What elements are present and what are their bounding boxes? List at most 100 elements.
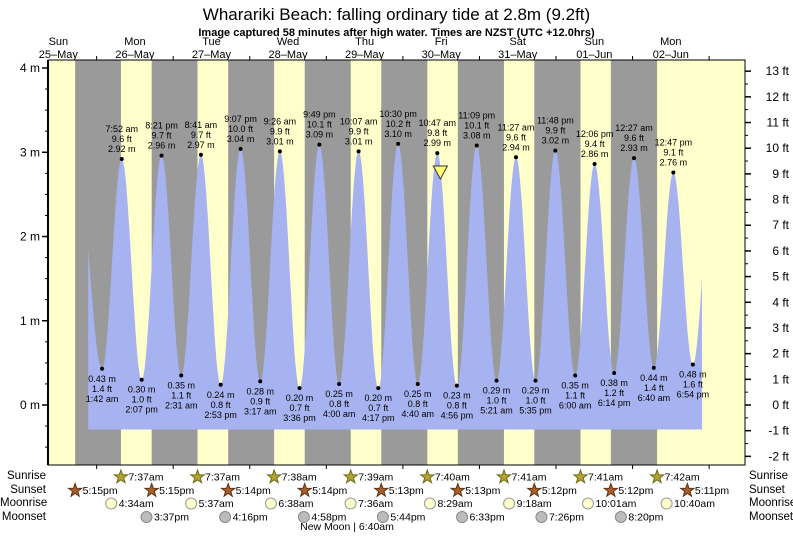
- sunset-time: 5:13pm: [389, 485, 424, 497]
- high-tide-text: 8:21 pm: [145, 121, 178, 131]
- high-tide-text: 9.1 ft: [663, 147, 684, 157]
- high-tide-text: 7:52 am: [105, 124, 138, 134]
- sunrise-time: 7:41am: [588, 472, 623, 484]
- day-weekday-label: Wed: [277, 36, 299, 48]
- high-tide-text: 9.9 ft: [270, 126, 291, 136]
- low-tide-text: 0.24 m: [207, 390, 235, 400]
- sunrise-icon: [495, 468, 513, 484]
- moonrise-icon: [344, 497, 357, 510]
- high-tide-text: 11:27 am: [498, 122, 535, 132]
- moonset-icon: [140, 511, 153, 523]
- page-subtitle: Image captured 58 minutes after high wat…: [198, 27, 595, 39]
- sunset-time: 5:14pm: [236, 485, 271, 497]
- low-tide-text: 1.2 ft: [604, 388, 625, 398]
- high-tide-text: 3.10 m: [384, 129, 412, 139]
- high-tide-text: 11:09 pm: [458, 111, 495, 121]
- low-tide-dot: [218, 382, 223, 387]
- moonset-time: 6:33pm: [470, 512, 505, 524]
- sunset-time: 5:12pm: [542, 485, 577, 497]
- low-tide-text: 1:42 am: [86, 394, 119, 404]
- high-tide-text: 2.86 m: [581, 149, 609, 159]
- low-tide-text: 1.1 ft: [171, 391, 192, 401]
- ft-axis-label: 9 ft: [772, 167, 789, 181]
- low-tide-label: 0.25 m0.8 ft4:40 am: [402, 381, 434, 419]
- day-date-label: 30–May: [422, 49, 462, 61]
- high-tide-dot: [474, 143, 479, 148]
- moonset-time: 5:44pm: [390, 512, 425, 524]
- high-tide-text: 2.99 m: [424, 138, 452, 148]
- sunset-time: 5:15pm: [159, 485, 194, 497]
- high-tide-text: 2.76 m: [660, 157, 688, 167]
- low-tide-text: 1.0 ft: [487, 396, 508, 406]
- low-tide-label: 0.35 m1.1 ft2:31 am: [165, 373, 197, 411]
- sunset-icon: [679, 481, 696, 498]
- moonset-row-label-left: Moonset: [1, 510, 46, 523]
- ft-axis-label: 0 ft: [772, 398, 789, 412]
- high-tide-text: 2.94 m: [502, 142, 530, 152]
- sunrise-row-label-left: Sunrise: [7, 470, 46, 482]
- low-tide-label: 0.38 m1.2 ft6:14 pm: [598, 370, 630, 408]
- moonset-time: 3:37pm: [154, 512, 189, 524]
- high-tide-text: 2.92 m: [108, 144, 136, 154]
- low-tide-label: 0.29 m1.0 ft5:35 pm: [519, 378, 552, 416]
- low-tide-text: 3:17 am: [244, 406, 277, 416]
- high-tide-text: 9:49 pm: [303, 110, 336, 120]
- moonrise-icon: [423, 497, 436, 510]
- day-weekday-label: Mon: [660, 36, 681, 48]
- low-tide-text: 0.9 ft: [250, 396, 271, 406]
- high-tide-text: 3.01 m: [266, 136, 294, 146]
- high-tide-text: 9:26 am: [264, 116, 297, 126]
- low-tide-text: 6:00 am: [559, 401, 592, 411]
- moonset-row-label-right: Moonset: [749, 510, 793, 523]
- high-tide-label: 11:27 am9.6 ft2.94 m: [498, 122, 535, 160]
- sunrise-time: 7:38am: [282, 472, 317, 484]
- moonset-time: 8:20pm: [628, 512, 663, 524]
- low-tide-text: 0.48 m: [679, 370, 707, 380]
- sunset-time: 5:12pm: [618, 485, 653, 497]
- sunset-time: 5:15pm: [83, 485, 118, 497]
- moonset-icon: [376, 511, 389, 523]
- high-tide-text: 12:47 pm: [655, 137, 693, 147]
- low-tide-dot: [376, 386, 381, 391]
- sunrise-time: 7:37am: [128, 472, 163, 484]
- high-tide-text: 9:07 pm: [224, 114, 257, 124]
- low-tide-label: 0.43 m1.4 ft1:42 am: [86, 366, 119, 404]
- moonrise-time: 4:34am: [119, 498, 154, 510]
- low-tide-dot: [337, 381, 342, 386]
- high-tide-label: 12:27 am9.6 ft2.93 m: [615, 123, 653, 161]
- sunrise-icon: [266, 468, 283, 484]
- sunset-row-label-left: Sunset: [10, 483, 46, 496]
- moonrise-time: 6:38am: [278, 498, 313, 510]
- current-time-marker: [432, 165, 449, 181]
- low-tide-dot: [100, 366, 105, 371]
- high-tide-text: 10.2 ft: [386, 119, 412, 129]
- high-tide-label: 8:21 pm9.7 ft2.96 m: [145, 121, 178, 158]
- high-tide-text: 10.0 ft: [228, 124, 254, 134]
- low-tide-text: 2:07 pm: [125, 405, 158, 415]
- high-tide-text: 9.6 ft: [506, 132, 527, 142]
- moonset-icon: [456, 511, 469, 523]
- ft-axis-label: 7 ft: [772, 218, 789, 232]
- high-tide-text: 3.01 m: [345, 136, 373, 146]
- low-tide-label: 0.29 m1.0 ft5:21 am: [480, 378, 513, 416]
- high-tide-text: 3.08 m: [463, 131, 491, 141]
- moonrise-time: 5:37am: [199, 498, 234, 510]
- high-tide-text: 10:30 pm: [379, 109, 417, 119]
- high-tide-label: 8:41 am9.7 ft2.97 m: [185, 120, 217, 157]
- low-tide-text: 0.8 ft: [408, 399, 429, 409]
- day-date-label: 25–May: [39, 49, 79, 61]
- moonset-time: 4:16pm: [233, 512, 268, 524]
- ft-axis-label: 1 ft: [772, 372, 789, 386]
- ft-axis-label: 6 ft: [772, 244, 789, 258]
- high-tide-text: 3.04 m: [227, 134, 255, 144]
- low-tide-label: 0.44 m1.4 ft6:40 am: [638, 365, 670, 403]
- sunset-row-label-right: Sunset: [749, 483, 785, 496]
- sunset-icon: [220, 481, 237, 498]
- high-tide-text: 3.09 m: [306, 130, 334, 140]
- sunrise-icon: [189, 468, 206, 484]
- low-tide-text: 4:00 am: [323, 409, 356, 419]
